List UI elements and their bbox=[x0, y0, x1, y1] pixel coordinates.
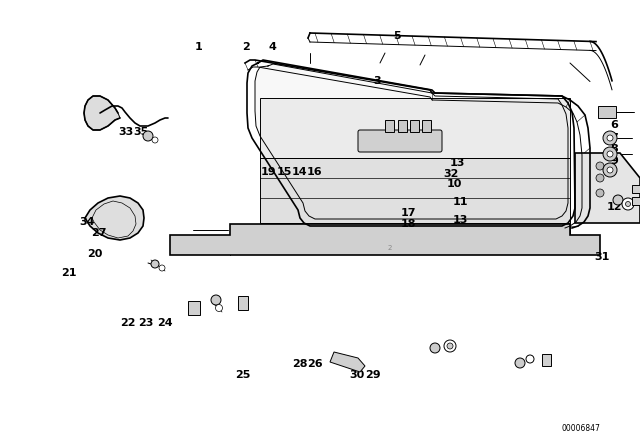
Polygon shape bbox=[575, 153, 640, 223]
Circle shape bbox=[603, 131, 617, 145]
Text: 28: 28 bbox=[292, 359, 307, 369]
Text: 26: 26 bbox=[307, 359, 323, 369]
Text: 34: 34 bbox=[79, 217, 95, 227]
Bar bbox=[385, 120, 394, 132]
Circle shape bbox=[430, 343, 440, 353]
FancyBboxPatch shape bbox=[358, 130, 442, 152]
Polygon shape bbox=[85, 196, 144, 240]
Circle shape bbox=[603, 163, 617, 177]
Text: 4: 4 bbox=[268, 42, 276, 52]
Text: 31: 31 bbox=[594, 252, 609, 262]
Text: 13: 13 bbox=[450, 158, 465, 168]
Text: 33: 33 bbox=[118, 127, 133, 137]
Circle shape bbox=[444, 340, 456, 352]
Text: 9: 9 bbox=[611, 156, 618, 166]
Bar bbox=[422, 120, 431, 132]
Bar bbox=[238, 296, 248, 310]
Text: 24: 24 bbox=[157, 319, 173, 328]
Polygon shape bbox=[230, 224, 570, 234]
Circle shape bbox=[159, 265, 165, 271]
Bar bbox=[598, 106, 616, 118]
Circle shape bbox=[526, 355, 534, 363]
Circle shape bbox=[152, 137, 158, 143]
Polygon shape bbox=[260, 158, 570, 223]
Text: 6: 6 bbox=[611, 121, 618, 130]
Text: 23: 23 bbox=[138, 319, 154, 328]
Circle shape bbox=[607, 135, 613, 141]
Polygon shape bbox=[170, 224, 600, 255]
Bar bbox=[632, 197, 640, 205]
Circle shape bbox=[151, 260, 159, 268]
Polygon shape bbox=[84, 96, 120, 130]
Text: 22: 22 bbox=[120, 319, 136, 328]
Text: 32: 32 bbox=[444, 169, 459, 179]
Circle shape bbox=[447, 343, 453, 349]
Text: 21: 21 bbox=[61, 268, 77, 278]
Text: 2: 2 bbox=[388, 245, 392, 251]
Circle shape bbox=[596, 174, 604, 182]
Bar bbox=[398, 120, 407, 132]
Circle shape bbox=[596, 189, 604, 197]
Circle shape bbox=[603, 147, 617, 161]
Text: 8: 8 bbox=[611, 144, 618, 154]
Polygon shape bbox=[255, 64, 568, 219]
Circle shape bbox=[625, 202, 630, 207]
Text: 3: 3 bbox=[374, 76, 381, 86]
Text: 13: 13 bbox=[453, 215, 468, 224]
Text: 25: 25 bbox=[236, 370, 251, 380]
Text: 7: 7 bbox=[611, 133, 618, 142]
Text: 30: 30 bbox=[349, 370, 364, 380]
Text: 1: 1 bbox=[195, 42, 202, 52]
Circle shape bbox=[211, 295, 221, 305]
Text: 29: 29 bbox=[365, 370, 380, 380]
Polygon shape bbox=[330, 352, 365, 372]
Circle shape bbox=[143, 131, 153, 141]
Bar bbox=[542, 354, 551, 366]
Circle shape bbox=[607, 167, 613, 173]
Circle shape bbox=[622, 198, 634, 210]
Text: 15: 15 bbox=[277, 167, 292, 177]
Text: 2: 2 bbox=[243, 42, 250, 52]
Bar bbox=[410, 120, 419, 132]
Text: 20: 20 bbox=[87, 249, 102, 258]
Text: 16: 16 bbox=[307, 167, 323, 177]
Text: 35: 35 bbox=[133, 127, 148, 137]
Circle shape bbox=[607, 151, 613, 157]
Text: 00006847: 00006847 bbox=[561, 424, 600, 433]
Circle shape bbox=[515, 358, 525, 368]
Circle shape bbox=[596, 162, 604, 170]
Text: 19: 19 bbox=[261, 167, 276, 177]
Bar bbox=[632, 185, 640, 193]
Text: 10: 10 bbox=[447, 179, 462, 189]
Circle shape bbox=[216, 305, 223, 311]
Polygon shape bbox=[260, 98, 570, 158]
Text: 17: 17 bbox=[401, 208, 416, 218]
Text: 18: 18 bbox=[401, 219, 416, 229]
Text: 12: 12 bbox=[607, 202, 622, 212]
Circle shape bbox=[613, 195, 623, 205]
Text: 11: 11 bbox=[453, 198, 468, 207]
Text: 27: 27 bbox=[92, 228, 107, 237]
Text: 5: 5 bbox=[393, 31, 401, 41]
Text: 14: 14 bbox=[292, 167, 307, 177]
Bar bbox=[188, 301, 200, 315]
